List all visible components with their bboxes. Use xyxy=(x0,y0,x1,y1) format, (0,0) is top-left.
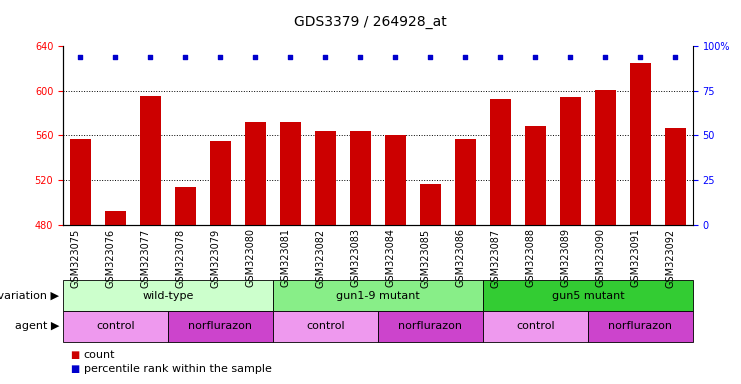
Point xyxy=(494,54,506,60)
Point xyxy=(215,54,227,60)
Bar xyxy=(455,139,476,225)
Point xyxy=(390,54,402,60)
Text: GSM323083: GSM323083 xyxy=(350,228,360,288)
Text: GSM323077: GSM323077 xyxy=(141,228,150,288)
Bar xyxy=(420,184,441,225)
Text: GSM323088: GSM323088 xyxy=(525,228,535,288)
Point xyxy=(144,54,156,60)
Text: count: count xyxy=(84,350,116,360)
Bar xyxy=(595,89,616,225)
Bar xyxy=(385,136,406,225)
Point xyxy=(354,54,366,60)
Text: GSM323085: GSM323085 xyxy=(420,228,431,288)
Text: GSM323090: GSM323090 xyxy=(595,228,605,288)
Bar xyxy=(665,127,686,225)
Point xyxy=(425,54,436,60)
Bar xyxy=(245,122,266,225)
Text: control: control xyxy=(306,321,345,331)
Text: GSM323082: GSM323082 xyxy=(316,228,325,288)
Text: GSM323080: GSM323080 xyxy=(245,228,256,288)
Text: control: control xyxy=(516,321,555,331)
Text: GSM323075: GSM323075 xyxy=(70,228,81,288)
Text: norflurazon: norflurazon xyxy=(608,321,672,331)
Text: GSM323084: GSM323084 xyxy=(385,228,396,288)
Bar xyxy=(490,99,511,225)
Text: GSM323086: GSM323086 xyxy=(456,228,465,288)
Text: gun1-9 mutant: gun1-9 mutant xyxy=(336,291,420,301)
Bar xyxy=(210,141,231,225)
Text: GSM323078: GSM323078 xyxy=(176,228,185,288)
Text: wild-type: wild-type xyxy=(142,291,193,301)
Text: genotype/variation ▶: genotype/variation ▶ xyxy=(0,291,59,301)
Bar xyxy=(315,131,336,225)
Text: GSM323089: GSM323089 xyxy=(560,228,571,288)
Point xyxy=(250,54,262,60)
Bar xyxy=(140,96,161,225)
Text: GSM323091: GSM323091 xyxy=(631,228,640,288)
Text: agent ▶: agent ▶ xyxy=(15,321,59,331)
Bar xyxy=(630,63,651,225)
Point xyxy=(319,54,331,60)
Text: GSM323092: GSM323092 xyxy=(665,228,675,288)
Point xyxy=(634,54,646,60)
Point xyxy=(669,54,681,60)
Bar xyxy=(70,139,91,225)
Bar xyxy=(525,126,546,225)
Text: GSM323079: GSM323079 xyxy=(210,228,221,288)
Point xyxy=(529,54,541,60)
Bar xyxy=(350,131,371,225)
Text: GSM323081: GSM323081 xyxy=(280,228,290,288)
Text: percentile rank within the sample: percentile rank within the sample xyxy=(84,364,272,374)
Text: ■: ■ xyxy=(70,364,79,374)
Point xyxy=(459,54,471,60)
Point xyxy=(565,54,576,60)
Bar xyxy=(280,122,301,225)
Point xyxy=(599,54,611,60)
Text: gun5 mutant: gun5 mutant xyxy=(551,291,624,301)
Text: norflurazon: norflurazon xyxy=(399,321,462,331)
Text: control: control xyxy=(96,321,135,331)
Bar xyxy=(105,211,126,225)
Text: norflurazon: norflurazon xyxy=(188,321,253,331)
Point xyxy=(110,54,122,60)
Point xyxy=(285,54,296,60)
Text: GSM323087: GSM323087 xyxy=(491,228,500,288)
Point xyxy=(179,54,191,60)
Bar xyxy=(175,187,196,225)
Bar xyxy=(560,98,581,225)
Point xyxy=(75,54,87,60)
Text: GSM323076: GSM323076 xyxy=(105,228,116,288)
Text: GDS3379 / 264928_at: GDS3379 / 264928_at xyxy=(294,15,447,29)
Text: ■: ■ xyxy=(70,350,79,360)
